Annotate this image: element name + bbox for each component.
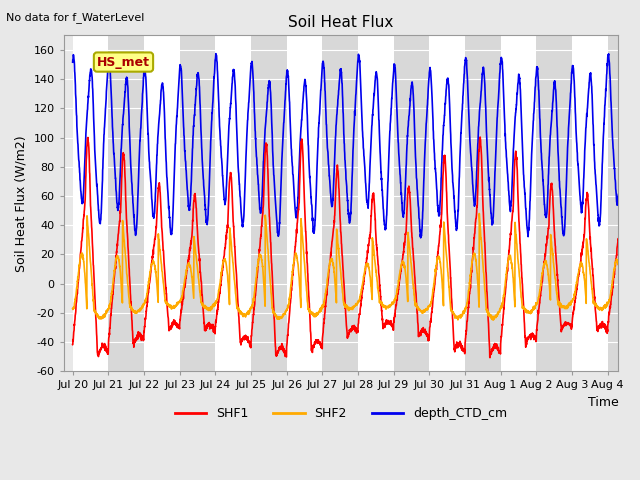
Bar — [607, 36, 640, 371]
Bar — [358, 36, 394, 371]
Bar — [251, 36, 287, 371]
Bar — [394, 36, 429, 371]
Bar — [180, 36, 215, 371]
Bar — [323, 36, 358, 371]
Bar — [215, 36, 251, 371]
Y-axis label: Soil Heat Flux (W/m2): Soil Heat Flux (W/m2) — [15, 135, 28, 272]
Bar — [536, 36, 572, 371]
Legend: SHF1, SHF2, depth_CTD_cm: SHF1, SHF2, depth_CTD_cm — [170, 402, 513, 425]
Bar — [108, 36, 144, 371]
X-axis label: Time: Time — [588, 396, 618, 408]
Bar — [72, 36, 108, 371]
Bar — [144, 36, 180, 371]
Bar — [287, 36, 323, 371]
Bar — [429, 36, 465, 371]
Text: No data for f_WaterLevel: No data for f_WaterLevel — [6, 12, 145, 23]
Text: HS_met: HS_met — [97, 56, 150, 69]
Bar — [500, 36, 536, 371]
Bar — [572, 36, 607, 371]
Title: Soil Heat Flux: Soil Heat Flux — [289, 15, 394, 30]
Bar — [465, 36, 500, 371]
